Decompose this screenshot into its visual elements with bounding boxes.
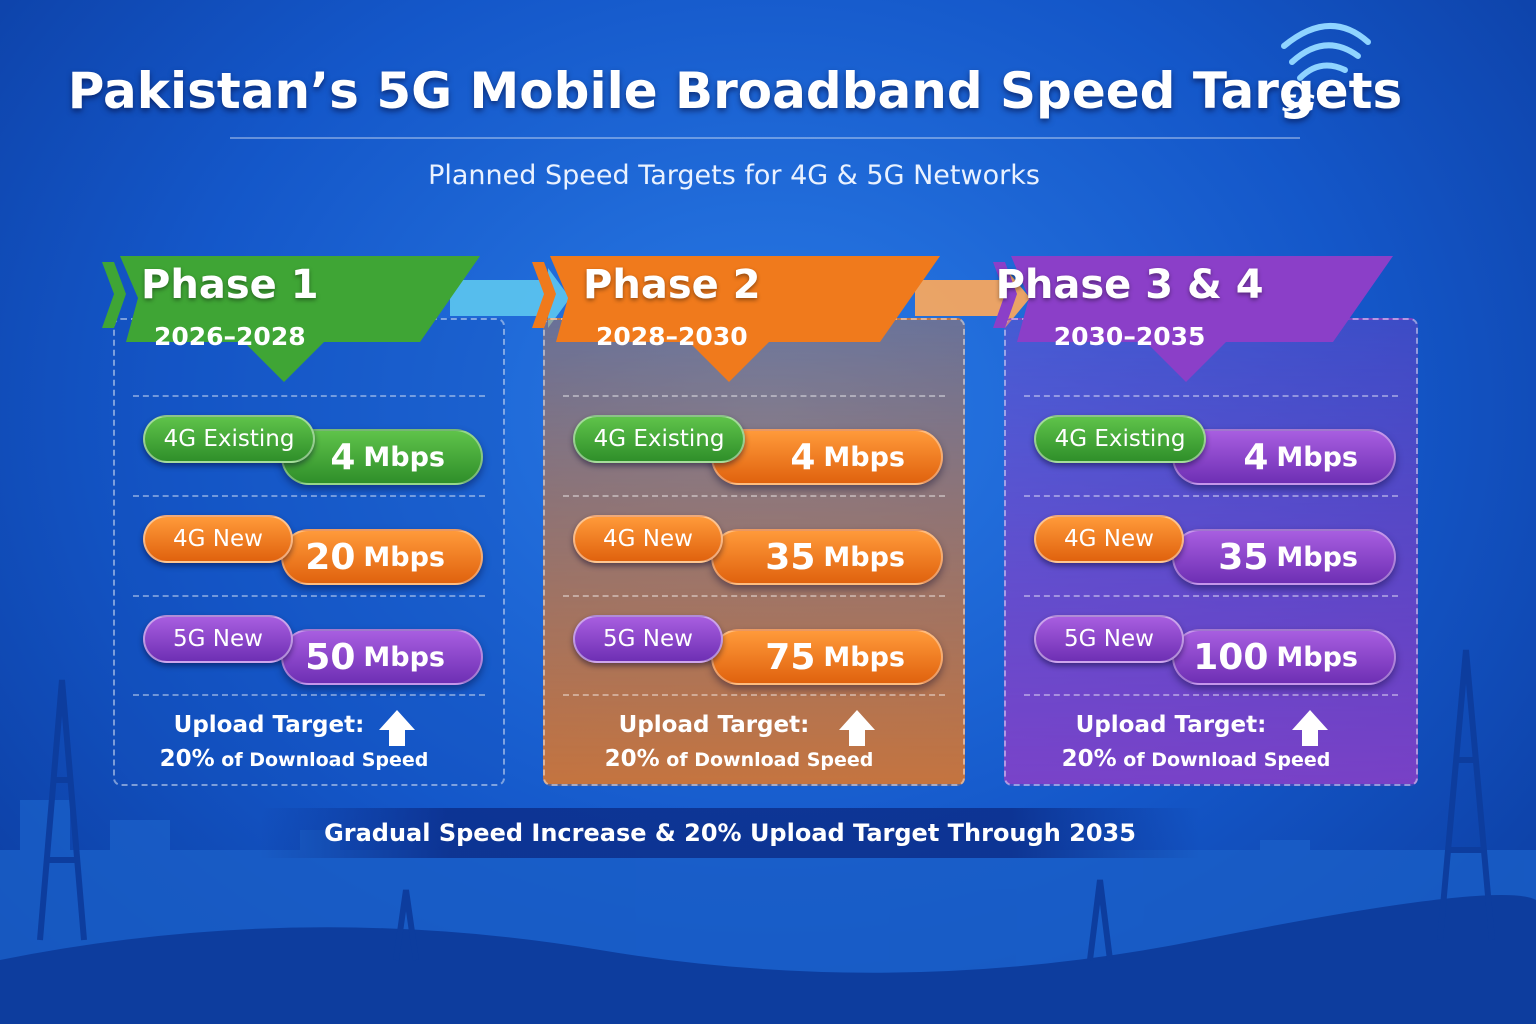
phase-name: Phase 2 xyxy=(583,262,761,308)
phase-years: 2028–2030 xyxy=(595,322,748,351)
upload-arrow xyxy=(839,710,875,746)
speed-value: 75 xyxy=(765,636,816,678)
separator xyxy=(133,495,485,497)
separator xyxy=(1024,395,1398,397)
value-pill: 35 Mbps xyxy=(711,529,943,585)
speed-unit: Mbps xyxy=(1276,441,1358,473)
upload-detail: 20% of Download Speed xyxy=(133,746,455,772)
speed-value: 4 xyxy=(790,436,816,478)
label-pill: 5G New xyxy=(1034,615,1184,663)
value-pill: 20 Mbps xyxy=(281,529,483,585)
value-pill: 4 Mbps xyxy=(1172,429,1396,485)
label-pill: 4G Existing xyxy=(573,415,745,463)
value-pill: 4 Mbps xyxy=(281,429,483,485)
upload-detail: 20% of Download Speed xyxy=(563,746,915,772)
label-pill: 5G New xyxy=(143,615,293,663)
label-pill: 5G New xyxy=(573,615,723,663)
phase-banner xyxy=(102,256,480,382)
label-pill: 4G New xyxy=(143,515,293,563)
speed-value: 50 xyxy=(305,636,356,678)
speed-value: 4 xyxy=(330,436,356,478)
label-pill: 4G Existing xyxy=(143,415,315,463)
separator xyxy=(133,595,485,597)
badge: 5G xyxy=(1282,92,1316,117)
upload-label: Upload Target: xyxy=(1075,712,1267,738)
separator xyxy=(1024,495,1398,497)
value-pill: 35 Mbps xyxy=(1172,529,1396,585)
upload-arrow xyxy=(1292,710,1328,746)
upload-text: of Download Speed xyxy=(221,749,429,771)
phase-years: 2030–2035 xyxy=(1053,322,1206,351)
speed-value: 4 xyxy=(1243,436,1269,478)
upload-percent: 20% xyxy=(1061,746,1117,772)
separator xyxy=(563,395,945,397)
speed-value: 35 xyxy=(765,536,816,578)
subtitle: Planned Speed Targets for 4G & 5G Networ… xyxy=(428,160,1040,191)
speed-unit: Mbps xyxy=(823,541,905,573)
upload-detail: 20% of Download Speed xyxy=(1024,746,1368,772)
phase-banner xyxy=(532,256,940,382)
upload-text: of Download Speed xyxy=(1123,749,1331,771)
separator xyxy=(563,595,945,597)
separator xyxy=(563,495,945,497)
value-pill: 75 Mbps xyxy=(711,629,943,685)
speed-unit: Mbps xyxy=(823,441,905,473)
value-pill: 50 Mbps xyxy=(281,629,483,685)
label-pill: 4G New xyxy=(1034,515,1184,563)
speed-value: 35 xyxy=(1218,536,1269,578)
speed-unit: Mbps xyxy=(1276,541,1358,573)
phase-years: 2026–2028 xyxy=(153,322,306,351)
separator xyxy=(1024,595,1398,597)
separator xyxy=(1024,694,1398,696)
speed-unit: Mbps xyxy=(363,641,445,673)
upload-text: of Download Speed xyxy=(666,749,874,771)
title: Pakistan’s 5G Mobile Broadband Speed Tar… xyxy=(67,62,1403,120)
upload-label: Upload Target: xyxy=(618,712,810,738)
phase-name: Phase 3 & 4 xyxy=(995,262,1264,308)
speed-value: 100 xyxy=(1193,636,1269,678)
separator xyxy=(133,694,485,696)
upload-percent: 20% xyxy=(604,746,660,772)
upload-label: Upload Target: xyxy=(173,712,365,738)
phase-name: Phase 1 xyxy=(141,262,319,308)
footer: Gradual Speed Increase & 20% Upload Targ… xyxy=(260,808,1200,858)
speed-unit: Mbps xyxy=(823,641,905,673)
speed-value: 20 xyxy=(305,536,356,578)
separator xyxy=(563,694,945,696)
upload-percent: 20% xyxy=(159,746,215,772)
label-pill: 4G Existing xyxy=(1034,415,1206,463)
speed-unit: Mbps xyxy=(363,441,445,473)
speed-unit: Mbps xyxy=(1276,641,1358,673)
value-pill: 4 Mbps xyxy=(711,429,943,485)
value-pill: 100 Mbps xyxy=(1172,629,1396,685)
label-pill: 4G New xyxy=(573,515,723,563)
phase-banner xyxy=(993,256,1393,382)
separator xyxy=(133,395,485,397)
speed-unit: Mbps xyxy=(363,541,445,573)
upload-arrow xyxy=(379,710,415,746)
